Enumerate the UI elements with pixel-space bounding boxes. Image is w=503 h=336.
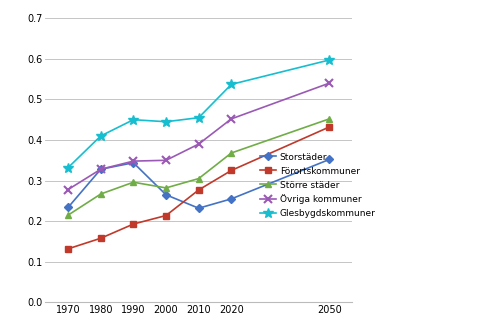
Större städer <box>130 180 136 184</box>
Förortskommuner <box>163 213 169 217</box>
Större städer <box>98 192 104 196</box>
Övriga kommuner <box>228 117 234 121</box>
Glesbygdskommuner <box>163 120 169 124</box>
Glesbygdskommuner <box>326 58 332 62</box>
Storstäder <box>326 158 332 162</box>
Line: Övriga kommuner: Övriga kommuner <box>64 79 333 194</box>
Förortskommuner <box>196 188 202 192</box>
Glesbygdskommuner <box>130 118 136 122</box>
Förortskommuner <box>228 168 234 172</box>
Storstäder <box>163 193 169 197</box>
Större städer <box>228 151 234 155</box>
Glesbygdskommuner <box>228 82 234 86</box>
Line: Storstäder: Storstäder <box>65 157 332 211</box>
Glesbygdskommuner <box>65 166 71 170</box>
Storstäder <box>130 161 136 165</box>
Större städer <box>196 176 202 180</box>
Storstäder <box>65 205 71 209</box>
Större städer <box>326 117 332 121</box>
Större städer <box>163 186 169 190</box>
Line: Glesbygdskommuner: Glesbygdskommuner <box>63 55 334 172</box>
Övriga kommuner <box>196 142 202 146</box>
Storstäder <box>196 206 202 210</box>
Glesbygdskommuner <box>196 116 202 120</box>
Större städer <box>65 213 71 217</box>
Förortskommuner <box>130 222 136 226</box>
Storstäder <box>98 167 104 171</box>
Övriga kommuner <box>130 159 136 163</box>
Övriga kommuner <box>326 81 332 85</box>
Legend: Storstäder, Förortskommuner, Större städer, Övriga kommuner, Glesbygdskommuner: Storstäder, Förortskommuner, Större städ… <box>260 153 376 218</box>
Förortskommuner <box>98 236 104 240</box>
Övriga kommuner <box>98 167 104 171</box>
Glesbygdskommuner <box>98 134 104 138</box>
Line: Större städer: Större städer <box>65 115 332 219</box>
Storstäder <box>228 197 234 201</box>
Förortskommuner <box>326 125 332 129</box>
Övriga kommuner <box>163 158 169 162</box>
Line: Förortskommuner: Förortskommuner <box>65 124 332 252</box>
Övriga kommuner <box>65 187 71 192</box>
Förortskommuner <box>65 247 71 251</box>
